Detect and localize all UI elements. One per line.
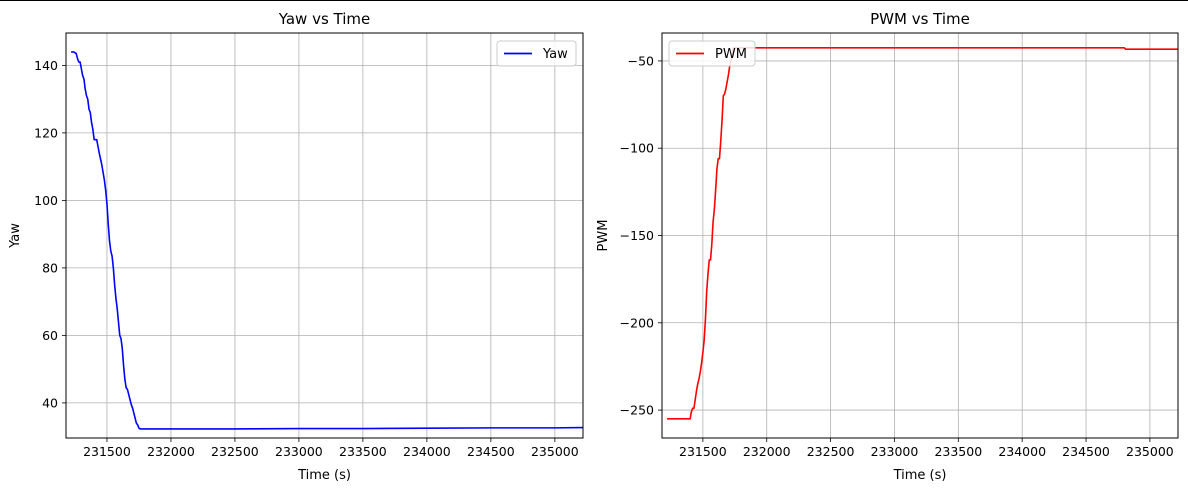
pwm-series-line (667, 47, 1178, 420)
pwm-x-tick-label: 235000 (1126, 444, 1174, 459)
top-border-line (0, 0, 1188, 1)
yaw-y-ticks: 40 60 80 100 120 140 (34, 58, 66, 410)
yaw-x-tick-label: 232500 (211, 444, 259, 459)
pwm-chart-title: PWM vs Time (870, 10, 970, 28)
yaw-x-tick-label: 235000 (531, 444, 579, 459)
yaw-y-tick-label: 40 (42, 395, 58, 410)
pwm-x-tick-label: 233000 (871, 444, 919, 459)
pwm-chart: 231500 232000 232500 233000 233500 234000 2345… (596, 10, 1179, 483)
pwm-x-ticks: 231500 232000 232500 233000 233500 234000 2345… (679, 438, 1174, 459)
yaw-x-tick-label: 234500 (467, 444, 515, 459)
yaw-grid (66, 33, 583, 438)
pwm-x-tick-label: 234000 (998, 444, 1046, 459)
yaw-x-axis-label: Time (s) (297, 468, 351, 483)
pwm-y-tick-label: −150 (620, 228, 654, 243)
yaw-legend-box (496, 40, 577, 67)
pwm-y-tick-label: −250 (620, 403, 654, 418)
pwm-x-tick-label: 232500 (807, 444, 855, 459)
pwm-y-tick-label: −100 (620, 141, 654, 156)
yaw-x-tick-label: 233000 (275, 444, 323, 459)
pwm-y-ticks: −250 −200 −150 −100 −50 (620, 53, 662, 418)
yaw-x-tick-label: 231500 (83, 444, 131, 459)
yaw-chart: 231500 232000 232500 233000 233500 234000 2345… (8, 10, 584, 483)
pwm-legend-box (668, 40, 756, 67)
yaw-series-line (71, 51, 584, 430)
yaw-legend: Yaw (496, 40, 577, 67)
pwm-y-axis-label: PWM (596, 220, 611, 252)
pwm-x-tick-label: 232000 (743, 444, 791, 459)
yaw-y-tick-label: 80 (42, 260, 58, 275)
yaw-x-tick-label: 232000 (147, 444, 195, 459)
yaw-legend-label: Yaw (542, 47, 568, 62)
pwm-x-tick-label: 231500 (679, 444, 727, 459)
pwm-series (667, 47, 1178, 420)
yaw-x-tick-label: 233500 (339, 444, 387, 459)
yaw-y-tick-label: 100 (34, 193, 58, 208)
yaw-y-tick-label: 120 (34, 125, 58, 140)
yaw-y-axis-label: Yaw (8, 223, 23, 249)
yaw-x-ticks: 231500 232000 232500 233000 233500 234000 2345… (83, 438, 579, 459)
yaw-chart-title: Yaw vs Time (278, 10, 371, 28)
yaw-x-tick-label: 234000 (403, 444, 451, 459)
yaw-axes-frame (65, 32, 584, 439)
pwm-legend-label: PWM (715, 47, 747, 62)
yaw-y-tick-label: 60 (42, 328, 58, 343)
pwm-y-tick-label: −50 (628, 53, 654, 68)
yaw-series (71, 51, 584, 430)
pwm-x-tick-label: 234500 (1062, 444, 1110, 459)
yaw-y-tick-label: 140 (34, 58, 58, 73)
pwm-legend: PWM (668, 40, 756, 67)
pwm-x-axis-label: Time (s) (893, 468, 947, 483)
pwm-grid (662, 33, 1178, 438)
pwm-y-tick-label: −200 (620, 315, 654, 330)
pwm-x-tick-label: 233500 (934, 444, 982, 459)
